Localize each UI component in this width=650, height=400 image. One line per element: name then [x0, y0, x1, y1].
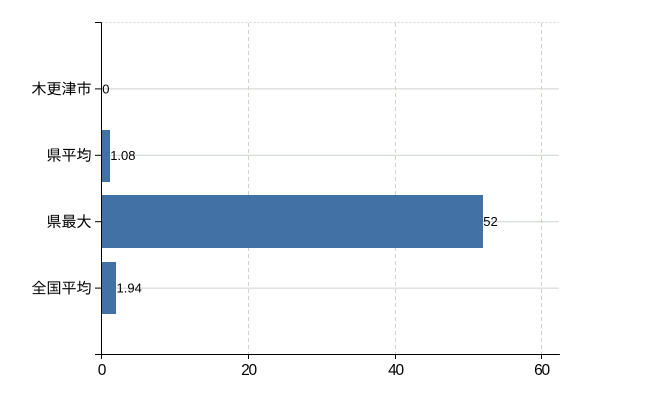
svg-text:0: 0 [98, 362, 107, 379]
svg-text:20: 20 [241, 362, 257, 379]
svg-text:1.94: 1.94 [117, 281, 142, 296]
svg-text:1.08: 1.08 [110, 148, 135, 163]
svg-text:60: 60 [534, 362, 550, 379]
svg-text:40: 40 [388, 362, 404, 379]
svg-text:0: 0 [102, 81, 109, 96]
svg-text:52: 52 [483, 214, 497, 229]
